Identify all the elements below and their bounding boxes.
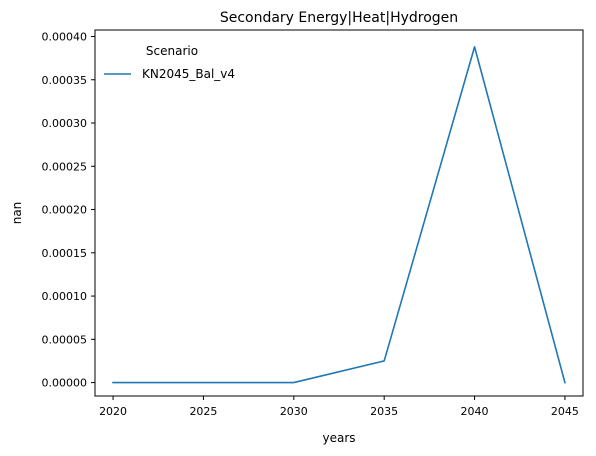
y-tick-label: 0.00025 xyxy=(42,160,88,173)
x-tick-label: 2020 xyxy=(99,405,127,418)
y-tick-label: 0.00015 xyxy=(42,247,88,260)
y-tick-label: 0.00020 xyxy=(42,204,88,217)
x-axis-label: years xyxy=(322,431,355,445)
chart-title: Secondary Energy|Heat|Hydrogen xyxy=(220,10,458,26)
y-tick-label: 0.00000 xyxy=(42,377,88,390)
series-layer xyxy=(112,46,566,384)
legend-title: Scenario xyxy=(146,44,198,58)
plot-frame xyxy=(94,29,584,397)
x-tick-label: 2040 xyxy=(461,405,489,418)
legend-entries: KN2045_Bal_v4 xyxy=(104,67,235,81)
y-tick-label: 0.00040 xyxy=(42,30,88,43)
y-tick-label: 0.00010 xyxy=(42,290,88,303)
legend-entry-label: KN2045_Bal_v4 xyxy=(142,67,235,81)
y-tick-label: 0.00030 xyxy=(42,117,88,130)
y-axis-label: nan xyxy=(10,202,24,225)
plot-area: 2020 2025 2030 2035 2040 2045 0.000000.000050… xyxy=(42,29,584,418)
x-tick-label: 2025 xyxy=(189,405,217,418)
y-tick-label: 0.00005 xyxy=(42,333,88,346)
x-tick-label: 2030 xyxy=(280,405,308,418)
x-tick-label: 2035 xyxy=(370,405,398,418)
series-line xyxy=(112,46,566,384)
x-axis-ticks: 2020 2025 2030 2035 2040 2045 xyxy=(99,396,579,418)
legend: Scenario KN2045_Bal_v4 xyxy=(104,44,235,81)
y-tick-label: 0.00035 xyxy=(42,74,88,87)
y-axis-ticks: 0.00000 0.00005 0.00010 0.00015 0.00020 0.000… xyxy=(42,30,95,390)
x-tick-label: 2045 xyxy=(551,405,579,418)
